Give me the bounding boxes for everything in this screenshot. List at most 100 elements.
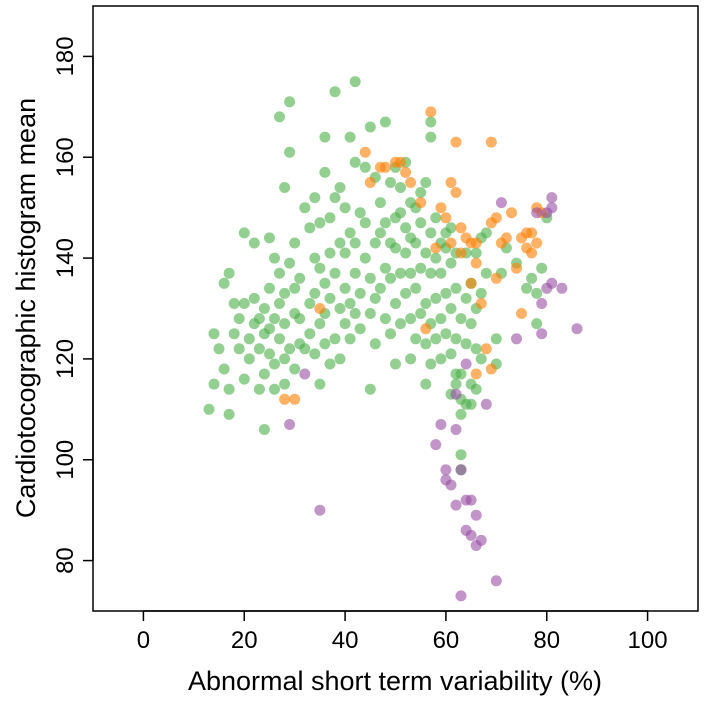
scatter-point <box>334 182 346 193</box>
scatter-point <box>248 237 260 249</box>
scatter-point <box>450 187 462 198</box>
scatter-point <box>233 313 245 325</box>
scatter-point <box>374 197 386 209</box>
scatter-point <box>405 177 417 188</box>
scatter-point <box>465 277 477 289</box>
scatter-point <box>314 378 326 390</box>
scatter-point <box>385 328 396 340</box>
scatter-point <box>546 277 558 289</box>
scatter-point <box>415 197 427 209</box>
scatter-point <box>455 464 467 476</box>
scatter-point <box>470 368 482 380</box>
scatter-point <box>536 328 548 340</box>
scatter-point <box>435 353 447 365</box>
scatter-point <box>395 318 406 330</box>
scatter-point <box>425 106 437 118</box>
scatter-point <box>546 192 558 204</box>
y-tick-label: 80 <box>52 547 79 574</box>
scatter-point <box>430 292 442 304</box>
scatter-point <box>359 217 371 229</box>
scatter-point <box>284 146 296 158</box>
scatter-point <box>475 534 487 546</box>
y-tick-label: 140 <box>52 238 79 278</box>
scatter-point <box>395 156 406 168</box>
scatter-point <box>450 424 462 435</box>
scatter-point <box>470 383 482 395</box>
scatter-point <box>400 247 412 259</box>
scatter-point <box>571 323 583 335</box>
scatter-point <box>420 177 432 188</box>
scatter-point <box>470 257 482 269</box>
scatter-point <box>455 449 467 461</box>
scatter-point <box>385 177 396 188</box>
scatter-point <box>304 328 316 340</box>
scatter-point <box>430 212 442 224</box>
scatter-point <box>349 156 361 168</box>
scatter-point <box>369 237 381 249</box>
scatter-point <box>425 227 437 239</box>
scatter-point <box>314 262 326 274</box>
scatter-point <box>465 494 477 506</box>
scatter-point <box>531 207 543 219</box>
scatter-point <box>480 343 492 355</box>
scatter-point <box>243 353 255 365</box>
scatter-point <box>299 368 311 380</box>
scatter-point <box>415 187 427 198</box>
scatter-point <box>556 282 568 294</box>
scatter-point <box>329 86 341 98</box>
scatter-point <box>238 227 250 239</box>
scatter-point <box>369 338 381 350</box>
scatter-point <box>521 282 533 294</box>
scatter-point <box>500 232 512 244</box>
scatter-point <box>379 161 391 173</box>
scatter-point <box>379 116 391 128</box>
scatter-point <box>455 247 467 259</box>
scatter-point <box>516 308 527 319</box>
scatter-point <box>309 192 321 204</box>
x-tick-label: 0 <box>137 627 150 654</box>
scatter-point <box>495 197 507 209</box>
scatter-point <box>390 358 401 370</box>
scatter-point <box>309 348 321 360</box>
scatter-point <box>531 318 543 330</box>
scatter-point <box>334 353 346 365</box>
scatter-point <box>450 136 462 148</box>
scatter-point <box>284 343 296 355</box>
scatter-point <box>253 343 265 355</box>
scatter-point <box>349 308 361 319</box>
scatter-point <box>415 308 427 319</box>
scatter-point <box>455 368 467 380</box>
scatter-point <box>324 358 336 370</box>
scatter-point <box>304 298 316 309</box>
x-tick-label: 60 <box>433 627 460 654</box>
scatter-point <box>319 166 331 178</box>
y-tick-label: 100 <box>52 440 79 480</box>
scatter-point <box>531 287 543 299</box>
scatter-point <box>480 227 492 239</box>
scatter-point <box>405 267 417 279</box>
y-axis-label: Cardiotocographic histogram mean <box>11 98 41 518</box>
scatter-point <box>526 247 538 259</box>
scatter-point <box>405 313 417 325</box>
scatter-point <box>339 247 351 259</box>
scatter-point <box>258 368 270 380</box>
scatter-point <box>490 212 502 224</box>
scatter-point <box>475 298 487 309</box>
scatter-point <box>274 298 285 309</box>
y-tick-label: 120 <box>52 339 79 379</box>
scatter-point <box>430 252 442 264</box>
scatter-point <box>445 257 457 269</box>
scatter-point <box>279 182 291 193</box>
scatter-point <box>339 282 351 294</box>
scatter-point <box>425 358 437 370</box>
scatter-point <box>420 247 432 259</box>
scatter-point <box>334 237 346 249</box>
scatter-point <box>470 247 482 259</box>
scatter-point <box>395 207 406 219</box>
scatter-point <box>425 267 437 279</box>
scatter-point <box>395 267 406 279</box>
scatter-point <box>208 328 220 340</box>
scatter-point <box>314 217 326 229</box>
scatter-point <box>395 182 406 193</box>
scatter-point <box>289 282 301 294</box>
